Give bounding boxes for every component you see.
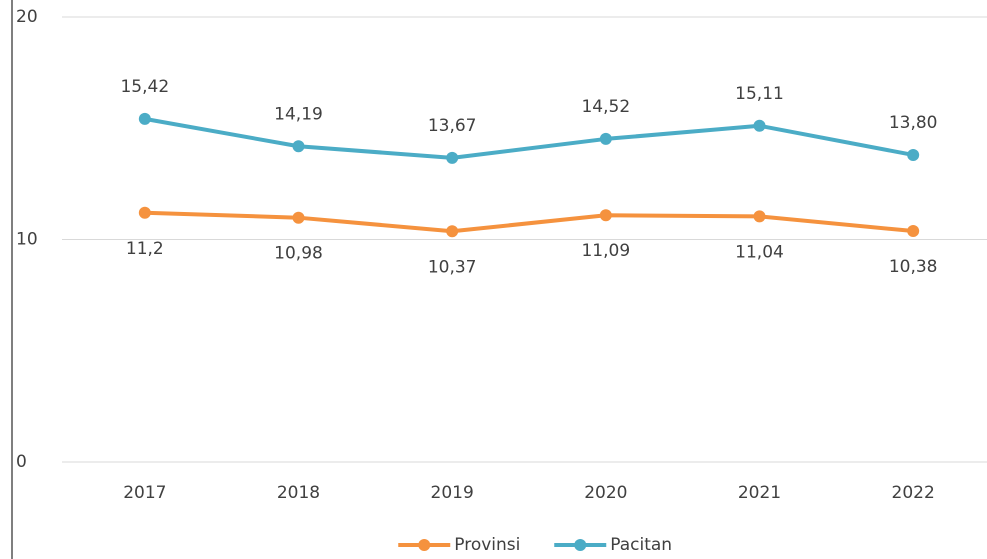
data-label: 15,42 [120, 77, 169, 97]
data-point [907, 148, 920, 161]
x-tick-label: 2022 [892, 483, 935, 503]
data-point [446, 151, 459, 164]
x-tick-label: 2021 [738, 483, 781, 503]
x-tick-label: 2018 [277, 483, 320, 503]
y-tick-label: 0 [16, 452, 27, 472]
data-label: 11,09 [581, 241, 630, 261]
y-tick-label: 10 [16, 230, 38, 250]
data-label: 14,52 [581, 97, 630, 117]
data-point [907, 225, 920, 238]
x-tick-label: 2019 [431, 483, 474, 503]
data-point [446, 225, 459, 238]
legend-marker [418, 539, 431, 551]
series-line [144, 210, 914, 234]
data-point [138, 112, 151, 125]
data-point [292, 140, 305, 153]
legend-label: Pacitan [610, 535, 672, 555]
data-label: 11,2 [126, 239, 164, 259]
x-tick-label: 2020 [584, 483, 627, 503]
data-point [753, 119, 766, 132]
data-point [599, 209, 612, 222]
data-label: 10,38 [889, 257, 938, 277]
y-tick-label: 20 [16, 7, 38, 27]
x-tick-label: 2017 [123, 483, 166, 503]
data-point [599, 132, 612, 145]
series-line [144, 116, 914, 160]
data-point [138, 206, 151, 219]
legend-label: Provinsi [454, 535, 520, 555]
data-label: 10,37 [428, 257, 477, 277]
data-point [753, 210, 766, 223]
data-label: 10,98 [274, 244, 323, 264]
legend-marker [574, 539, 587, 551]
data-label: 15,11 [735, 84, 784, 104]
data-label: 13,67 [428, 116, 477, 136]
data-point [292, 211, 305, 224]
data-label: 14,19 [274, 104, 323, 124]
data-label: 13,80 [889, 113, 938, 133]
data-label: 11,04 [735, 242, 784, 262]
